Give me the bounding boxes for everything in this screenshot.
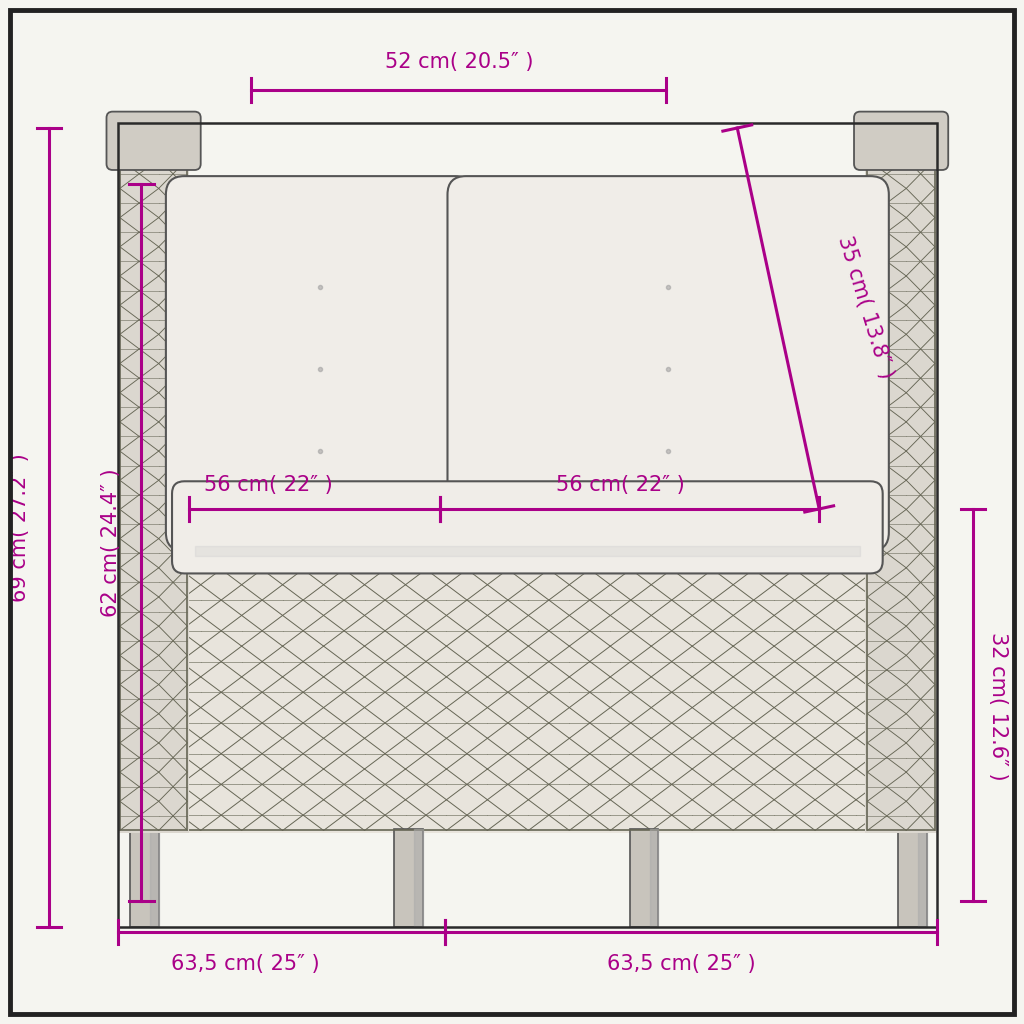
Bar [118,517,937,833]
Bar [119,519,936,830]
FancyBboxPatch shape [394,829,423,927]
FancyBboxPatch shape [854,112,948,170]
Text: 52 cm( 20.5″ ): 52 cm( 20.5″ ) [384,51,534,72]
FancyBboxPatch shape [898,829,927,927]
FancyBboxPatch shape [106,112,201,170]
FancyBboxPatch shape [166,176,474,551]
Text: 32 cm( 12.6″ ): 32 cm( 12.6″ ) [988,632,1009,781]
Text: 56 cm( 22″ ): 56 cm( 22″ ) [204,474,333,495]
Text: 56 cm( 22″ ): 56 cm( 22″ ) [556,474,685,495]
Bar [118,123,189,833]
FancyBboxPatch shape [172,481,883,573]
Text: 63,5 cm( 25″ ): 63,5 cm( 25″ ) [171,954,321,975]
Bar [867,127,935,830]
Text: 35 cm( 13.8″ ): 35 cm( 13.8″ ) [834,233,897,381]
FancyBboxPatch shape [130,829,159,927]
Bar [118,123,937,927]
Bar [120,127,187,830]
FancyBboxPatch shape [630,829,658,927]
FancyBboxPatch shape [447,176,889,551]
Bar [865,123,937,833]
Text: 62 cm( 24.4″ ): 62 cm( 24.4″ ) [100,468,121,617]
Text: 69 cm( 27.2″ ): 69 cm( 27.2″ ) [10,453,31,602]
Text: 63,5 cm( 25″ ): 63,5 cm( 25″ ) [606,954,756,975]
